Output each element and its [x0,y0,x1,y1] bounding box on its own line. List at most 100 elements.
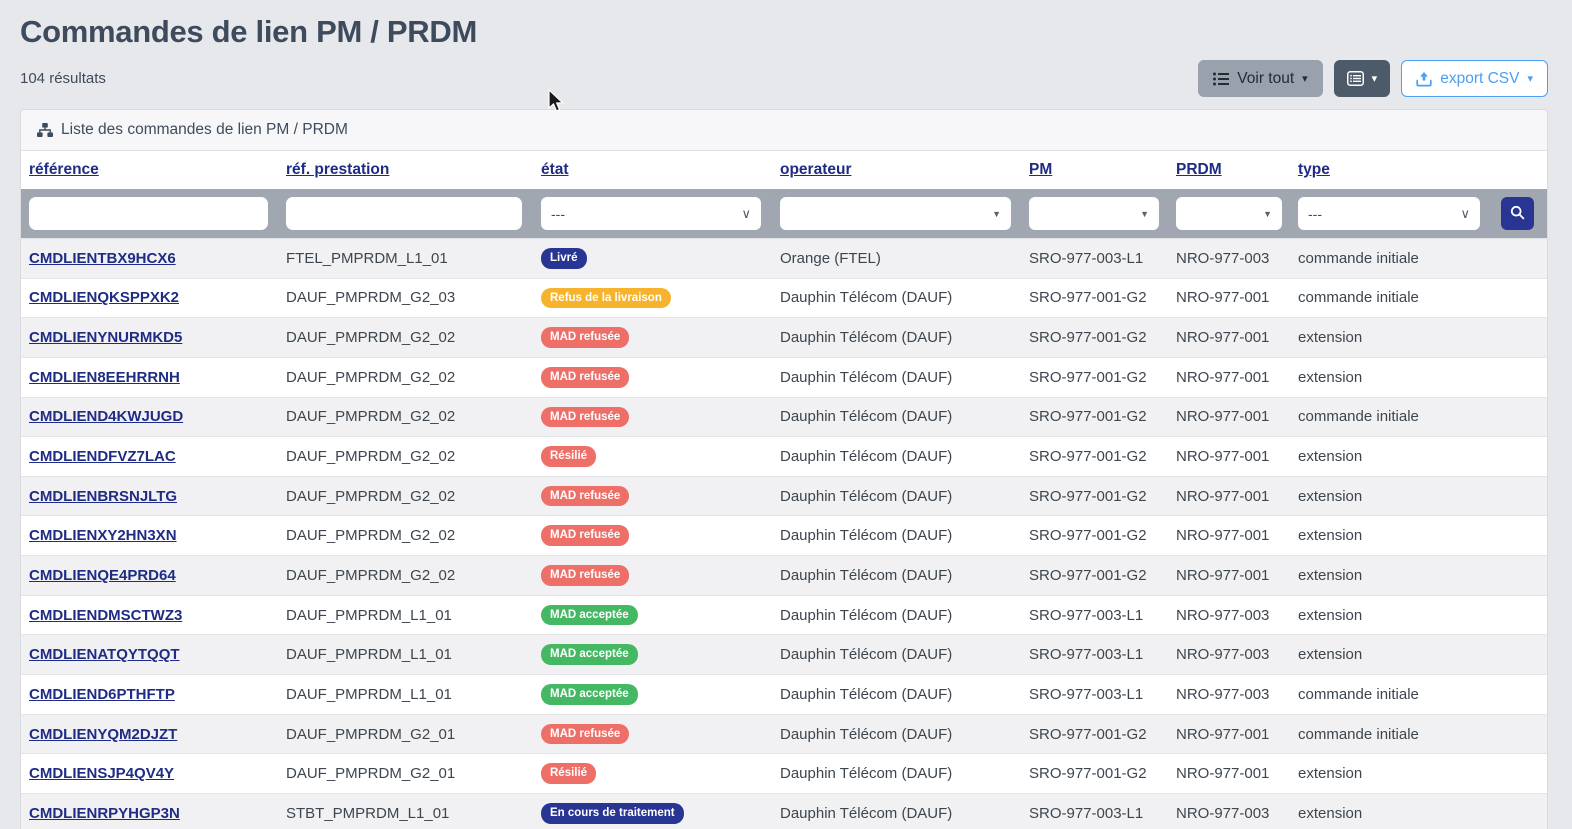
sort-etat[interactable]: état [541,161,569,178]
upload-icon [1416,71,1432,87]
status-badge: MAD refusée [541,366,630,388]
type-cell: extension [1290,594,1493,635]
filter-etat-select[interactable]: --- ∨ [541,197,761,230]
table-row: CMDLIEN8EEHRRNH DAUF_PMPRDM_G2_02 MAD re… [21,356,1547,398]
reference-link[interactable]: CMDLIENATQYTQQT [29,646,180,664]
status-badge: MAD refusée [541,327,630,348]
card-title: Liste des commandes de lien PM / PRDM [61,121,348,138]
table-row: CMDLIENXY2HN3XN DAUF_PMPRDM_G2_02 MAD re… [21,515,1547,556]
type-cell: commande initiale [1290,238,1493,279]
filter-type-value: --- [1308,205,1322,222]
sort-reference[interactable]: référence [29,161,99,178]
reference-link[interactable]: CMDLIENQKSPPXK2 [29,289,180,307]
subheader: 104 résultats Voir tout ▾ [20,60,1548,97]
prdm-cell: NRO-977-001 [1168,396,1290,437]
operateur-cell: Dauphin Télécom (DAUF) [772,674,1021,715]
reference-link[interactable]: CMDLIEN8EEHRRNH [29,368,180,386]
ref-prestation-cell: DAUF_PMPRDM_G2_02 [278,396,533,437]
reference-link[interactable]: CMDLIENBRSNJLTG [29,487,178,505]
operateur-cell: Dauphin Télécom (DAUF) [772,277,1021,318]
filter-etat-value: --- [551,205,565,222]
ref-prestation-cell: DAUF_PMPRDM_L1_01 [278,674,533,715]
ref-prestation-cell: DAUF_PMPRDM_L1_01 [278,634,533,675]
ref-prestation-cell: DAUF_PMPRDM_G2_02 [278,356,533,398]
reference-link[interactable]: CMDLIENSJP4QV4Y [29,765,175,783]
export-csv-button[interactable]: export CSV ▾ [1401,60,1548,97]
sitemap-icon [37,123,53,137]
reference-link[interactable]: CMDLIENRPYHGP3N [29,804,180,822]
status-badge: MAD refusée [541,485,630,507]
search-button[interactable] [1501,197,1534,230]
table-list-icon [1346,71,1364,86]
prdm-cell: NRO-977-003 [1168,238,1290,279]
status-badge: MAD refusée [541,723,630,745]
table-row: CMDLIENYNURMKD5 DAUF_PMPRDM_G2_02 MAD re… [21,317,1547,358]
reference-link[interactable]: CMDLIENQE4PRD64 [29,566,176,584]
operateur-cell: Dauphin Télécom (DAUF) [772,515,1021,556]
operateur-cell: Dauphin Télécom (DAUF) [772,753,1021,794]
reference-link[interactable]: CMDLIENDFVZ7LAC [29,448,176,466]
orders-table: référence réf. prestation état operateur… [21,151,1547,829]
pm-cell: SRO-977-001-G2 [1021,436,1168,477]
header-row: référence réf. prestation état operateur… [21,151,1547,189]
sort-operateur[interactable]: operateur [780,161,852,178]
columns-toggle-button[interactable]: ▾ [1333,60,1391,97]
filter-prdm-select[interactable]: ▼ [1176,197,1282,230]
table-row: CMDLIENQE4PRD64 DAUF_PMPRDM_G2_02 MAD re… [21,555,1547,596]
export-csv-label: export CSV [1440,69,1520,87]
ref-prestation-cell: DAUF_PMPRDM_L1_01 [278,594,533,635]
prdm-cell: NRO-977-001 [1168,436,1290,477]
sort-ref-prestation[interactable]: réf. prestation [286,161,390,178]
reference-link[interactable]: CMDLIENYNURMKD5 [29,329,183,347]
filter-reference-input[interactable] [29,197,268,230]
voir-tout-button[interactable]: Voir tout ▾ [1198,60,1323,97]
type-cell: commande initiale [1290,713,1493,754]
reference-link[interactable]: CMDLIENXY2HN3XN [29,527,177,545]
table-row: CMDLIENSJP4QV4Y DAUF_PMPRDM_G2_01 Résili… [21,753,1547,794]
filter-operateur-select[interactable]: ▼ [780,197,1011,230]
reference-link[interactable]: CMDLIEND4KWJUGD [29,408,184,426]
chevron-down-icon: ▾ [1527,73,1533,85]
list-ul-icon [1213,72,1230,86]
chevron-down-icon: ∨ [1460,205,1470,221]
table-row: CMDLIENATQYTQQT DAUF_PMPRDM_L1_01 MAD ac… [21,634,1547,675]
ref-prestation-cell: STBT_PMPRDM_L1_01 [278,792,533,829]
table-row: CMDLIENDFVZ7LAC DAUF_PMPRDM_G2_02 Résili… [21,436,1547,477]
operateur-cell: Dauphin Télécom (DAUF) [772,713,1021,754]
status-badge: MAD refusée [541,406,630,428]
reference-link[interactable]: CMDLIEND6PTHFTP [29,685,175,703]
prdm-cell: NRO-977-001 [1168,356,1290,398]
filter-type-select[interactable]: --- ∨ [1298,197,1480,230]
type-cell: commande initiale [1290,674,1493,715]
pm-cell: SRO-977-001-G2 [1021,396,1168,437]
ref-prestation-cell: DAUF_PMPRDM_G2_02 [278,436,533,477]
prdm-cell: NRO-977-003 [1168,634,1290,675]
operateur-cell: Dauphin Télécom (DAUF) [772,792,1021,829]
filter-ref-prestation-input[interactable] [286,197,522,230]
type-cell: commande initiale [1290,277,1493,318]
status-badge: MAD acceptée [541,604,638,626]
pm-cell: SRO-977-003-L1 [1021,634,1168,675]
caret-down-icon: ▼ [992,208,1001,219]
pm-cell: SRO-977-001-G2 [1021,475,1168,516]
type-cell: extension [1290,792,1493,829]
sort-pm[interactable]: PM [1029,161,1053,178]
status-badge: Résilié [541,446,597,467]
reference-link[interactable]: CMDLIENYQM2DJZT [29,725,178,743]
table-row: CMDLIENTBX9HCX6 FTEL_PMPRDM_L1_01 Livré … [21,238,1547,279]
type-cell: extension [1290,515,1493,556]
pm-cell: SRO-977-001-G2 [1021,515,1168,556]
prdm-cell: NRO-977-003 [1168,792,1290,829]
reference-link[interactable]: CMDLIENTBX9HCX6 [29,249,176,267]
ref-prestation-cell: DAUF_PMPRDM_G2_02 [278,555,533,596]
page-title: Commandes de lien PM / PRDM [20,14,477,49]
status-badge: En cours de traitement [541,802,684,824]
ref-prestation-cell: DAUF_PMPRDM_G2_02 [278,515,533,556]
orders-card: Liste des commandes de lien PM / PRDM ré… [20,109,1548,829]
sort-prdm[interactable]: PRDM [1176,161,1222,178]
sort-type[interactable]: type [1298,161,1330,178]
reference-link[interactable]: CMDLIENDMSCTWZ3 [29,606,183,624]
filter-pm-select[interactable]: ▼ [1029,197,1159,230]
results-count: 104 résultats [20,70,106,87]
caret-down-icon: ▼ [1263,208,1272,219]
